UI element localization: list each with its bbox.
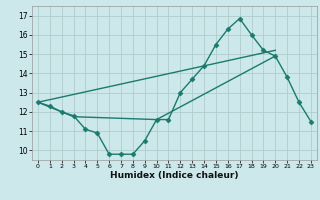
X-axis label: Humidex (Indice chaleur): Humidex (Indice chaleur) <box>110 171 239 180</box>
